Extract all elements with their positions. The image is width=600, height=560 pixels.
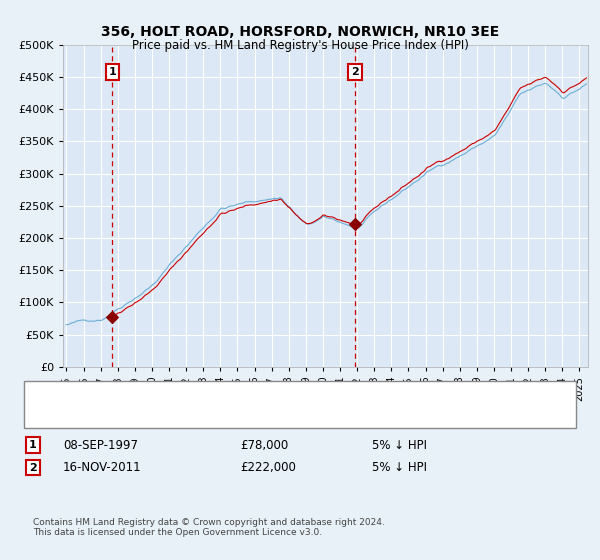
Point bbox=[107, 312, 117, 321]
Text: £222,000: £222,000 bbox=[240, 461, 296, 474]
Text: 356, HOLT ROAD, HORSFORD, NORWICH, NR10 3EE (detached house): 356, HOLT ROAD, HORSFORD, NORWICH, NR10 … bbox=[84, 388, 446, 398]
Text: 16-NOV-2011: 16-NOV-2011 bbox=[63, 461, 142, 474]
Text: 08-SEP-1997: 08-SEP-1997 bbox=[63, 438, 138, 452]
Text: 1: 1 bbox=[29, 440, 37, 450]
Text: ———: ——— bbox=[42, 410, 79, 424]
Text: Contains HM Land Registry data © Crown copyright and database right 2024.
This d: Contains HM Land Registry data © Crown c… bbox=[33, 518, 385, 538]
Text: 5% ↓ HPI: 5% ↓ HPI bbox=[372, 438, 427, 452]
Text: 2: 2 bbox=[351, 67, 359, 77]
Text: HPI: Average price, detached house, Broadland: HPI: Average price, detached house, Broa… bbox=[84, 412, 330, 422]
Point bbox=[350, 220, 360, 228]
Text: 5% ↓ HPI: 5% ↓ HPI bbox=[372, 461, 427, 474]
Text: ———: ——— bbox=[42, 386, 79, 400]
Text: Price paid vs. HM Land Registry's House Price Index (HPI): Price paid vs. HM Land Registry's House … bbox=[131, 39, 469, 52]
Text: 356, HOLT ROAD, HORSFORD, NORWICH, NR10 3EE: 356, HOLT ROAD, HORSFORD, NORWICH, NR10 … bbox=[101, 25, 499, 39]
Text: £78,000: £78,000 bbox=[240, 438, 288, 452]
Text: 1: 1 bbox=[109, 67, 116, 77]
Text: 2: 2 bbox=[29, 463, 37, 473]
